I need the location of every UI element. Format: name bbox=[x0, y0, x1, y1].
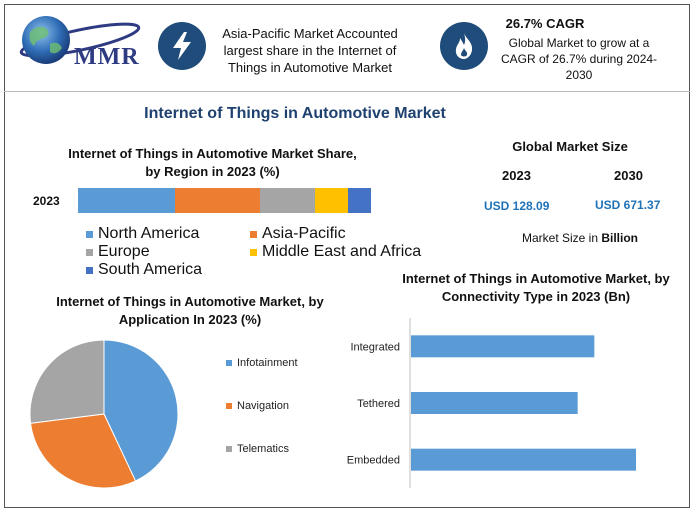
flame-badge bbox=[440, 22, 488, 70]
legend-swatch bbox=[250, 230, 257, 238]
pie-legend-item-infotainment: Infotainment bbox=[226, 357, 298, 369]
legend-swatch bbox=[226, 446, 232, 452]
legend-item-north-america: North America bbox=[86, 225, 199, 243]
application-pie-chart bbox=[29, 339, 179, 489]
logo-text: MMR bbox=[74, 44, 140, 70]
legend-swatch bbox=[86, 248, 93, 256]
pie-legend-item-telematics: Telematics bbox=[226, 443, 289, 455]
market-size-unit: Market Size in Billion bbox=[490, 231, 670, 245]
market-size-2030: USD 671.37 bbox=[595, 198, 661, 212]
year-2023-label: 2023 bbox=[502, 168, 531, 183]
legend-swatch bbox=[86, 266, 93, 274]
pie-slice-telematics bbox=[29, 339, 105, 424]
bar-segment-asia-pacific bbox=[174, 188, 260, 213]
region-chart-title: Internet of Things in Automotive Market … bbox=[68, 146, 357, 179]
market-size-2023: USD 128.09 bbox=[484, 199, 550, 213]
page-title: Internet of Things in Automotive Market bbox=[144, 105, 446, 122]
category-label-embedded: Embedded bbox=[347, 455, 400, 467]
legend-label: Middle East and Africa bbox=[262, 243, 422, 260]
pie-slice-infotainment bbox=[103, 339, 179, 482]
lightning-icon bbox=[173, 32, 191, 60]
lightning-badge bbox=[158, 22, 206, 70]
flame-icon bbox=[455, 33, 473, 59]
cagr-title: 26.7% CAGR bbox=[505, 16, 585, 31]
region-stacked-bar bbox=[78, 188, 371, 213]
bar-integrated bbox=[411, 335, 595, 358]
connectivity-chart-title: Internet of Things in Automotive Market,… bbox=[402, 271, 670, 304]
bar-segment-europe bbox=[259, 188, 316, 213]
globe-icon bbox=[19, 16, 141, 64]
global-market-title: Global Market Size bbox=[512, 139, 628, 154]
legend-swatch bbox=[86, 230, 93, 238]
cagr-description: Global Market to grow at a CAGR of 26.7%… bbox=[500, 36, 658, 82]
legend-label: Asia-Pacific bbox=[262, 225, 346, 242]
category-label-integrated: Integrated bbox=[350, 341, 400, 353]
unit-bold: Billion bbox=[601, 231, 639, 245]
legend-swatch bbox=[226, 360, 232, 366]
bar-segment-middle-east-and-africa bbox=[315, 188, 348, 213]
bar-embedded bbox=[411, 448, 636, 471]
year-2030-label: 2030 bbox=[614, 168, 643, 183]
header-divider bbox=[4, 91, 690, 92]
asia-pacific-highlight: Asia-Pacific Market Accounted largest sh… bbox=[222, 26, 398, 75]
bar-segment-north-america bbox=[78, 188, 175, 213]
legend-swatch bbox=[226, 403, 232, 409]
legend-item-south-america: South America bbox=[86, 261, 202, 279]
category-label-tethered: Tethered bbox=[357, 398, 400, 410]
pie-slice-navigation bbox=[30, 413, 137, 489]
legend-item-middle-east-and-africa: Middle East and Africa bbox=[250, 243, 421, 261]
application-chart-title: Internet of Things in Automotive Market,… bbox=[56, 294, 324, 327]
unit-prefix: Market Size in bbox=[521, 231, 602, 245]
legend-item-asia-pacific: Asia-Pacific bbox=[250, 225, 346, 243]
region-year-label: 2023 bbox=[33, 194, 60, 208]
legend-swatch bbox=[250, 248, 257, 256]
legend-label: North America bbox=[98, 225, 200, 242]
legend-label: Navigation bbox=[237, 400, 289, 412]
bar-tethered bbox=[411, 392, 578, 414]
connectivity-bar-chart: Integrated Tethered Embedded bbox=[347, 318, 636, 488]
legend-label: Telematics bbox=[237, 443, 289, 455]
legend-item-europe: Europe bbox=[86, 243, 150, 261]
legend-label: Europe bbox=[98, 243, 150, 260]
legend-label: South America bbox=[98, 261, 203, 278]
mmr-logo: MMR bbox=[12, 10, 142, 80]
legend-label: Infotainment bbox=[237, 357, 298, 369]
pie-legend-item-navigation: Navigation bbox=[226, 400, 289, 412]
bar-segment-south-america bbox=[347, 188, 371, 213]
